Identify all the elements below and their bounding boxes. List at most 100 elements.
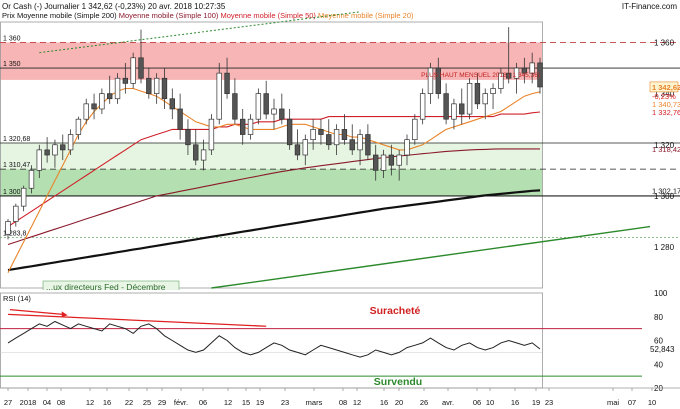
- candle-body: [279, 108, 285, 120]
- period-label: Journalier: [44, 2, 80, 11]
- dotted-trendline: [39, 11, 361, 54]
- candle-body: [232, 93, 238, 120]
- candle-body: [365, 134, 371, 156]
- level-label: 1 310,47: [3, 162, 30, 169]
- right-value-label: 1 302,17: [652, 186, 680, 195]
- candle-body: [83, 103, 89, 120]
- x-tick-label: 12: [353, 398, 361, 407]
- candle-body: [474, 83, 481, 105]
- x-tick-label: mars: [306, 398, 323, 407]
- candle-body: [326, 134, 332, 146]
- candle-body: [185, 129, 191, 146]
- green-trendline: [211, 225, 651, 289]
- ma100-line: [7, 148, 540, 246]
- rsi-y-tick: 60: [654, 337, 663, 346]
- candle-body: [349, 139, 355, 151]
- candle-body: [294, 144, 301, 156]
- x-tick-label: 06: [199, 398, 207, 407]
- candle-body: [380, 154, 387, 171]
- quote-value: 1 342,62 (-0,23%): [81, 2, 146, 11]
- candle-body: [99, 93, 105, 110]
- level-label: 1 320,68: [3, 136, 30, 143]
- legend-ma20: Moyenne mobile (Simple 20): [318, 11, 414, 20]
- candle-body: [224, 72, 230, 94]
- candle-body: [36, 149, 42, 171]
- candle-body: [459, 103, 465, 115]
- y-tick-label: 1 280: [654, 243, 675, 252]
- resistance-label: PLUS HAUT MENSUEL 2018 ( 1 345,36): [421, 72, 540, 79]
- level-label: 1 300: [3, 189, 21, 196]
- candle-body: [466, 83, 473, 115]
- overbought-label: Suracheté: [370, 305, 421, 317]
- right-value-label: 1 318,42: [652, 145, 680, 154]
- y-tick-label: 1 360: [654, 38, 675, 47]
- x-tick-label: 12: [86, 398, 94, 407]
- chart-header: Or Cash (-) Journalier 1 342,62 (-0,23%)…: [2, 1, 225, 12]
- candle-body: [44, 149, 50, 156]
- x-tick-label: 10: [648, 398, 656, 407]
- x-tick-label: févr.: [174, 398, 188, 407]
- candle-body: [498, 72, 504, 89]
- x-tick-label: 16: [380, 398, 388, 407]
- support-zone-light: [0, 143, 542, 170]
- x-tick-label: avr.: [442, 398, 454, 407]
- candle-body: [169, 98, 175, 110]
- candle-body: [412, 118, 418, 141]
- x-tick-label: 07: [628, 398, 636, 407]
- x-tick-label: 16: [511, 398, 519, 407]
- rsi-y-tick: 100: [654, 290, 668, 298]
- rsi-panel-border: [0, 292, 543, 389]
- candle-body: [513, 67, 520, 79]
- event-annotation-box: [42, 280, 180, 290]
- candle-body: [28, 169, 35, 189]
- candle-body: [286, 118, 293, 146]
- level-label: 1 283,8: [3, 230, 26, 237]
- x-tick-label: 06: [473, 398, 481, 407]
- rsi-y-tick: 20: [654, 384, 663, 393]
- level-label: 1 350: [3, 61, 21, 68]
- rsi-trendline: [7, 313, 267, 327]
- candle-body: [5, 221, 11, 235]
- candle-body: [146, 77, 152, 94]
- candle-body: [200, 149, 207, 161]
- rsi-current-label: 52,843: [650, 345, 675, 354]
- oversold-label: Survendu: [374, 376, 422, 388]
- candle-body: [404, 139, 410, 156]
- rsi-line: [7, 320, 541, 358]
- candle-body: [255, 93, 262, 120]
- candle-body: [247, 118, 254, 135]
- candle-body: [91, 103, 97, 110]
- x-tick-label: 19: [532, 398, 540, 407]
- rsi-title: RSI (14): [3, 294, 31, 303]
- candle-body: [388, 154, 395, 166]
- y-tick-label: 1 340: [654, 90, 675, 99]
- rsi-y-tick: 40: [654, 360, 663, 369]
- y-tick-label: 1 320: [654, 141, 675, 150]
- x-tick-label: 23: [281, 398, 289, 407]
- candle-body: [13, 205, 19, 222]
- x-tick-label: 27: [4, 398, 12, 407]
- x-tick-label: 12: [224, 398, 232, 407]
- candle-body: [60, 144, 66, 151]
- candle-body: [107, 93, 113, 100]
- x-tick-label: 20: [395, 398, 403, 407]
- candle-body: [240, 118, 246, 135]
- candle-body: [373, 154, 379, 171]
- brand-label: IT-Finance.com: [621, 2, 677, 11]
- candle-body: [529, 62, 535, 74]
- candle-body: [130, 57, 136, 84]
- x-tick-label: 08: [339, 398, 347, 407]
- rsi-y-tick: 80: [654, 313, 663, 322]
- x-tick-label: mai: [607, 398, 619, 407]
- candle-body: [177, 108, 183, 130]
- candle-body: [443, 93, 449, 120]
- candle-body: [521, 67, 528, 74]
- candle-body: [419, 93, 426, 120]
- legend-ma50: Moyenne mobile (Simple 50): [220, 11, 316, 20]
- rsi-arrow-head: [61, 311, 68, 317]
- rsi-arrow-line: [9, 309, 63, 315]
- right-value-label: 1 332,76: [652, 108, 680, 117]
- price-chart: 1 360 1 350 1 320,68 1 310,47 1 300 1 283,8 1 …: [0, 11, 680, 290]
- candle-body: [341, 129, 348, 141]
